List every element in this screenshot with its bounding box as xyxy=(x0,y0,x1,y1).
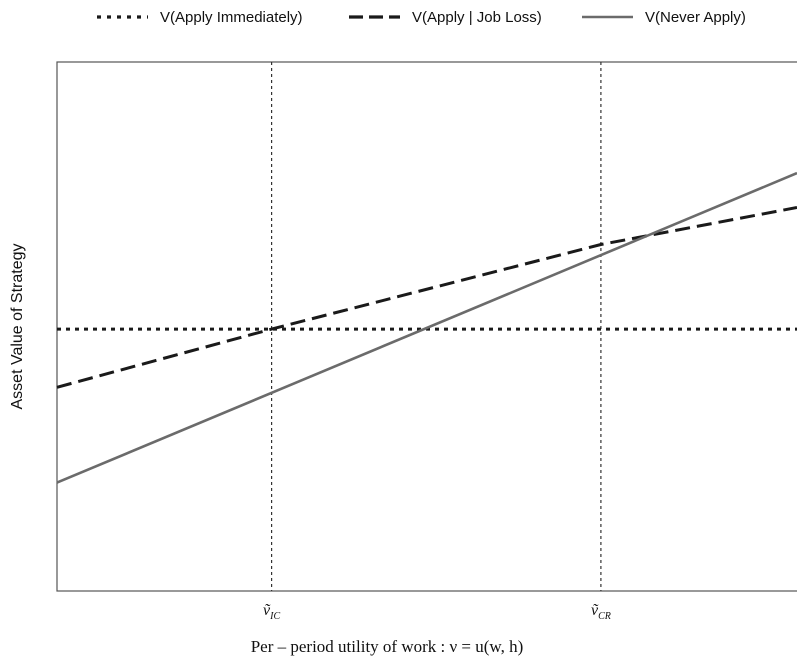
series-line-3 xyxy=(56,171,797,484)
series-line-2 xyxy=(56,206,797,389)
legend-label-1: V(Apply Immediately) xyxy=(160,9,303,26)
y-axis-label: Asset Value of Strategy xyxy=(9,243,26,409)
series-lines xyxy=(56,171,797,484)
x-tick-labels: ṽIC ṽCR xyxy=(263,602,611,622)
plot-frame xyxy=(56,61,797,592)
x-tick-label-ic: ṽIC xyxy=(263,602,280,622)
x-tick-label-cr: ṽCR xyxy=(591,602,611,622)
legend-label-2: V(Apply | Job Loss) xyxy=(412,9,542,26)
reference-lines xyxy=(271,62,602,591)
legend-label-3: V(Never Apply) xyxy=(645,9,746,26)
legend: V(Apply Immediately) V(Apply | Job Loss) V… xyxy=(97,9,746,26)
x-axis-label: Per – period utility of work : ν = u(w, … xyxy=(251,637,524,656)
